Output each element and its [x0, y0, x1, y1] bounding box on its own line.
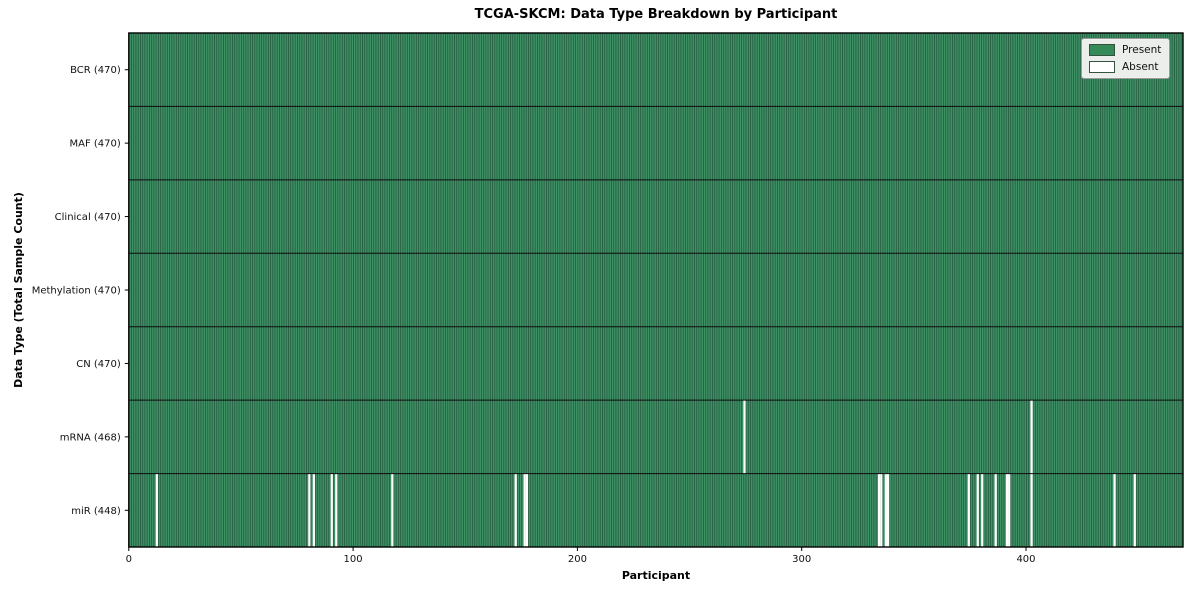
present-swatch-icon: [1089, 44, 1115, 56]
svg-text:Clinical (470): Clinical (470): [55, 212, 121, 223]
svg-text:0: 0: [126, 554, 132, 565]
svg-text:mRNA (468): mRNA (468): [60, 432, 121, 443]
legend-label-present: Present: [1122, 44, 1162, 56]
svg-text:100: 100: [344, 554, 363, 565]
svg-text:CN (470): CN (470): [76, 359, 121, 370]
legend-item-absent: Absent: [1089, 61, 1161, 73]
svg-text:BCR (470): BCR (470): [70, 65, 121, 76]
svg-text:400: 400: [1016, 554, 1035, 565]
chart-title: TCGA-SKCM: Data Type Breakdown by Partic…: [474, 7, 838, 22]
svg-text:Methylation (470): Methylation (470): [32, 286, 121, 297]
svg-text:miR (448): miR (448): [71, 506, 121, 517]
svg-text:300: 300: [792, 554, 811, 565]
legend: Present Absent: [1081, 38, 1171, 79]
absent-swatch-icon: [1089, 61, 1115, 73]
svg-text:MAF (470): MAF (470): [70, 139, 121, 150]
legend-label-absent: Absent: [1122, 61, 1159, 73]
svg-text:200: 200: [568, 554, 587, 565]
x-axis-label: Participant: [621, 569, 691, 582]
legend-item-present: Present: [1089, 44, 1161, 56]
